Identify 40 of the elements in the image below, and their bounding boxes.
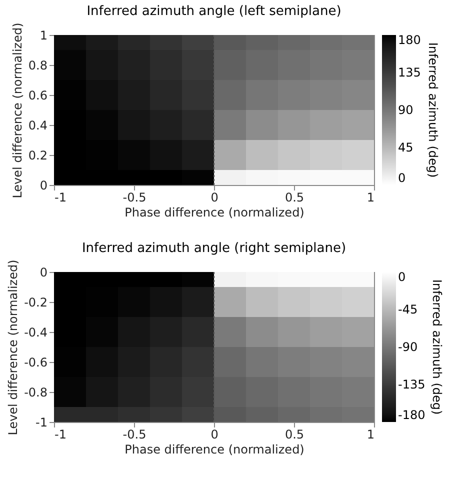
color-bar-label: -180 [398, 408, 426, 422]
y-tick-label: -0.4 [24, 326, 48, 340]
y-tick-label: 0 [40, 266, 48, 280]
color-bar-label: 90 [398, 103, 414, 117]
color-bar-label: 135 [398, 66, 421, 80]
color-bar-label: -90 [398, 340, 418, 354]
y-tick-label: 1 [40, 28, 48, 42]
y-tick-label: -0.8 [24, 386, 48, 400]
color-bar-label: -45 [398, 302, 418, 316]
x-axis-title: Phase difference (normalized) [124, 442, 304, 456]
x-tick-label: 0 [210, 428, 218, 442]
chart-title: Inferred azimuth angle (left semiplane) [86, 4, 342, 20]
y-axis-title: Level difference (normalized) [10, 22, 24, 198]
y-tick-label: -0.2 [24, 296, 48, 310]
x-tick-label: 0.5 [284, 428, 304, 442]
x-tick-label: 0 [210, 190, 218, 204]
y-axis-title: Level difference (normalized) [6, 260, 20, 436]
x-tick-label: -1 [54, 428, 66, 442]
color-bar-title: Inferred azimuth (deg) [430, 279, 444, 415]
y-tick-label: 0 [40, 178, 48, 192]
color-bar-title: Inferred azimuth (deg) [426, 42, 440, 178]
x-axis-title: Phase difference (normalized) [124, 206, 304, 220]
color-bar-label: 180 [398, 33, 421, 47]
color-bar-label: 0 [398, 270, 406, 284]
y-tick-label: 0.8 [28, 58, 48, 72]
chart-title: Inferred azimuth angle (right semiplane) [82, 241, 346, 256]
color-bar-label: 0 [398, 171, 406, 185]
y-tick-label: 0.4 [28, 118, 48, 132]
y-tick-label: 0.2 [28, 148, 48, 162]
y-tick-label: -1 [36, 416, 48, 430]
color-bar-label: 45 [398, 140, 414, 154]
color-bar-label: -135 [398, 378, 426, 392]
x-tick-label: 1 [366, 428, 374, 442]
y-tick-label: 0.6 [28, 88, 48, 102]
x-tick-label: -1 [54, 190, 66, 204]
x-tick-label: -0.5 [122, 190, 146, 204]
x-tick-label: 1 [366, 190, 374, 204]
x-tick-label: 0.5 [284, 190, 304, 204]
y-tick-label: -0.6 [24, 356, 48, 370]
x-tick-label: -0.5 [122, 428, 146, 442]
